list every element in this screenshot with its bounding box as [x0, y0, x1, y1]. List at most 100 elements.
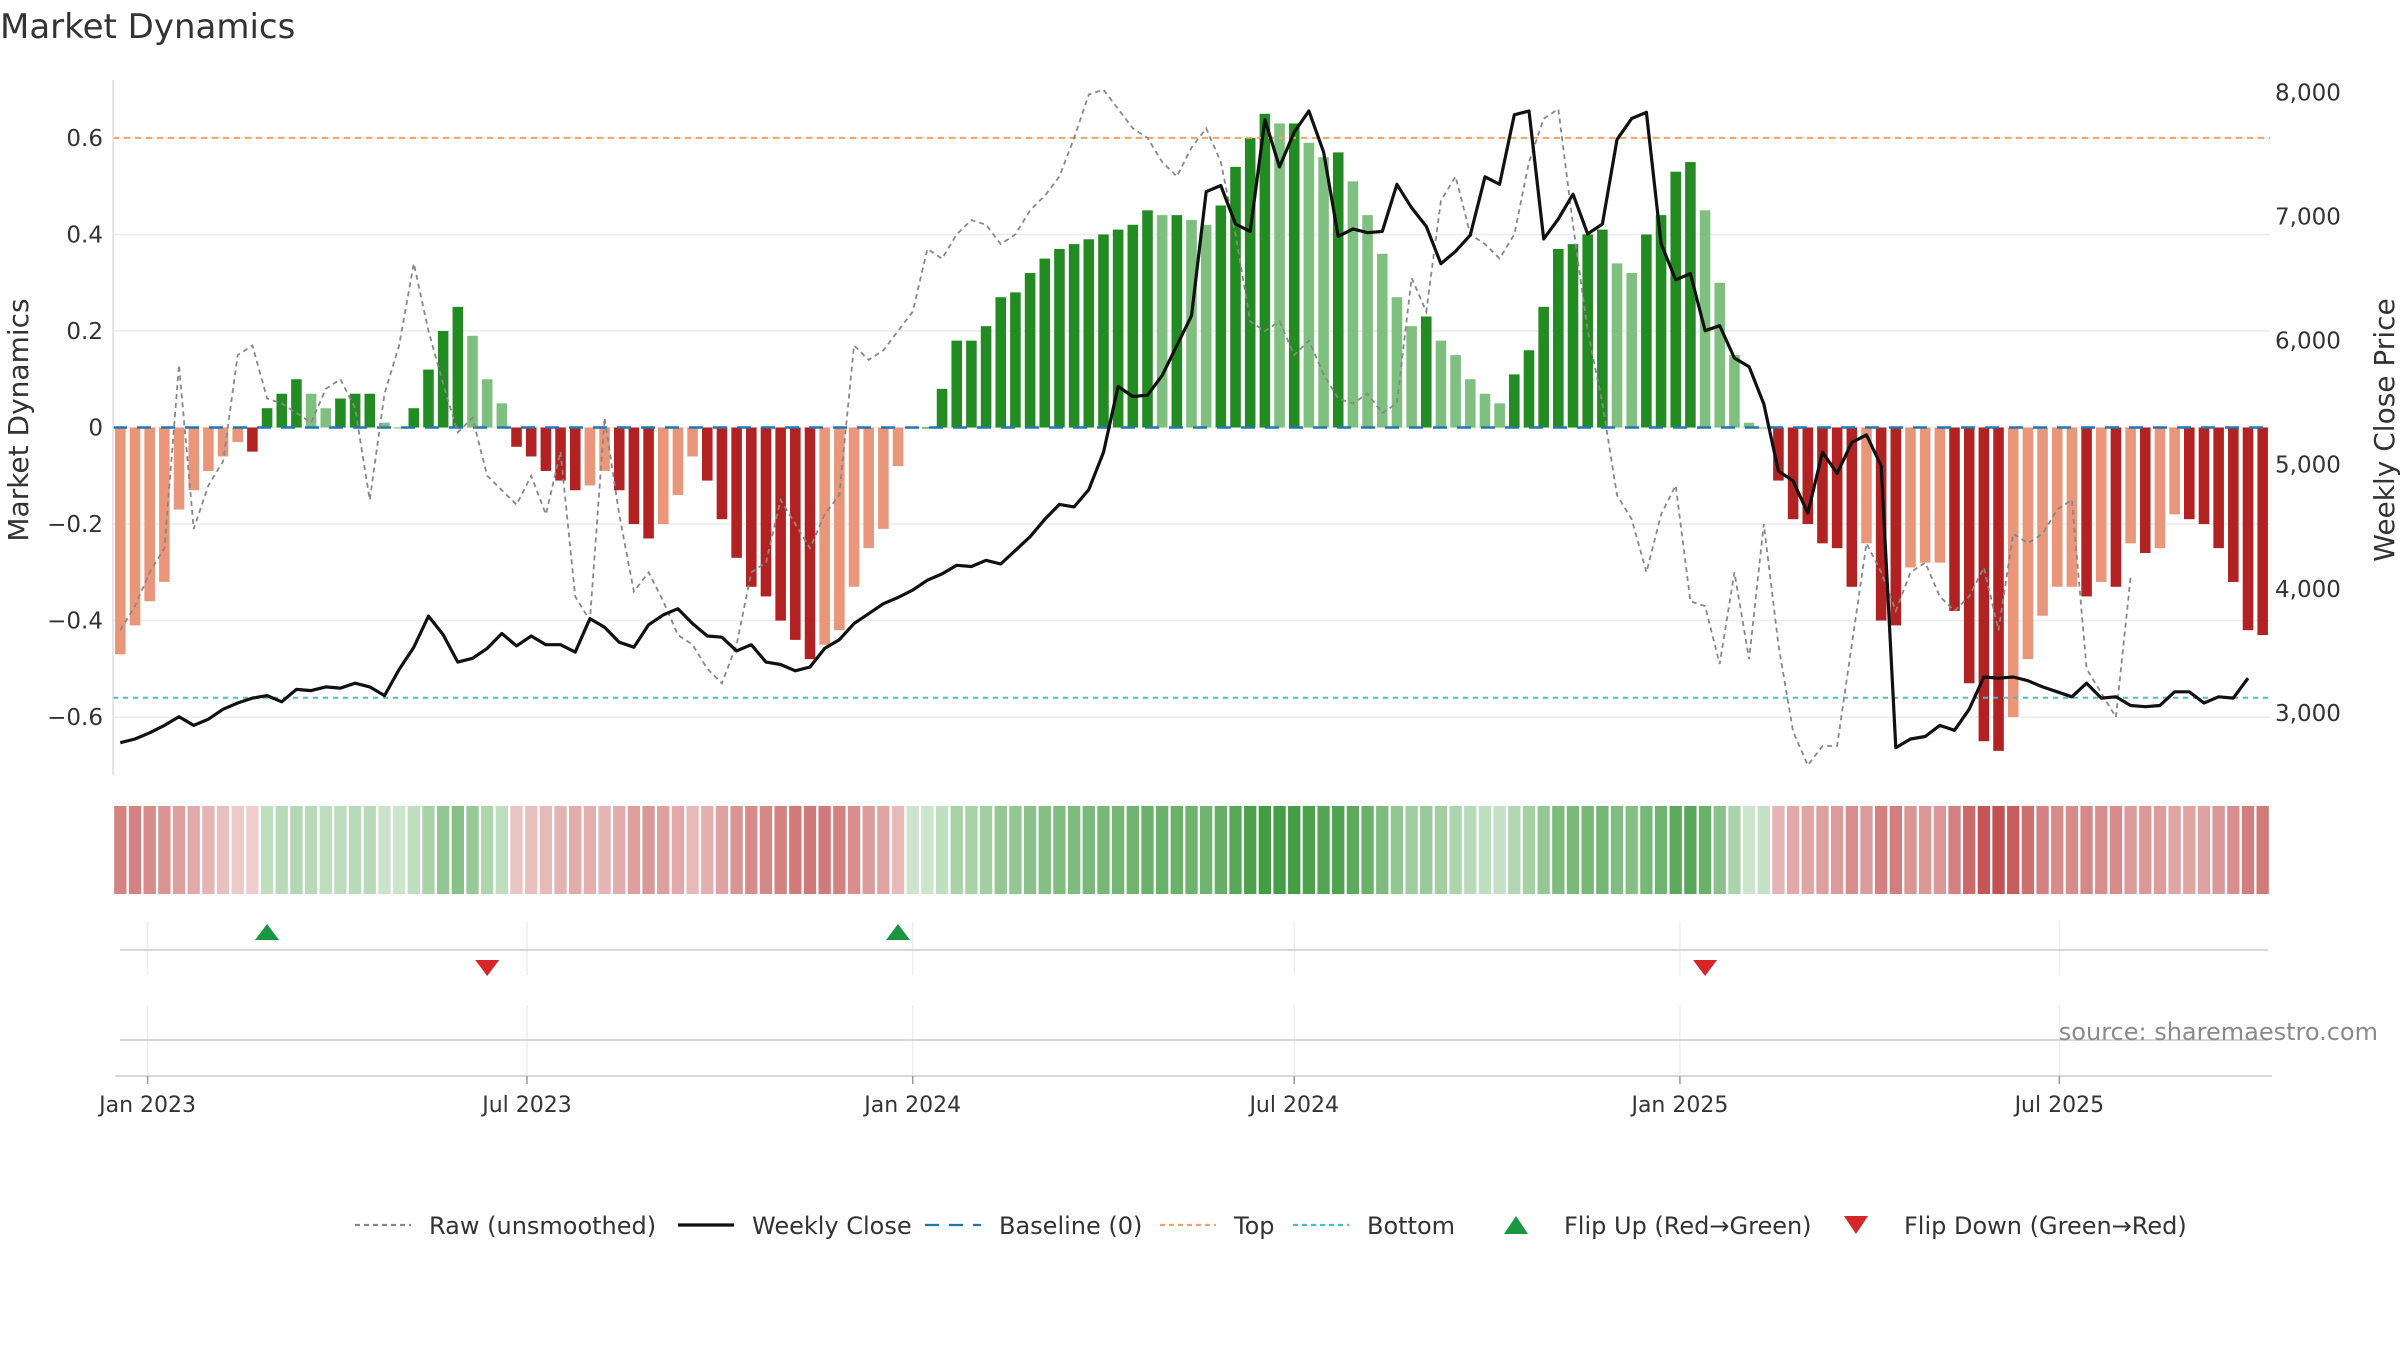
dynamics-bar [1509, 374, 1520, 428]
strength-band-cell [730, 806, 743, 894]
dynamics-bar [1993, 427, 2004, 751]
strength-band-cell [260, 806, 274, 894]
strength-band-cell [1200, 806, 1213, 894]
dynamics-bar [1567, 244, 1579, 428]
dynamics-bar [1156, 215, 1168, 428]
strength-band-cell [304, 806, 318, 894]
strength-band-cell [158, 806, 171, 894]
strength-band-cell [818, 806, 831, 894]
strength-band-cell [1816, 806, 1829, 894]
dynamics-bar [1362, 215, 1373, 428]
legend-item-bottom: Bottom [1293, 1212, 1455, 1240]
dynamics-bar [2066, 427, 2078, 587]
dynamics-bar [1670, 171, 1682, 428]
dynamics-bar [1905, 427, 1916, 568]
strength-band-cell [187, 806, 200, 894]
strength-band-cell [657, 806, 670, 894]
legend-item-flip_down: Flip Down (Green→Red) [1844, 1212, 2187, 1240]
dynamics-bar [437, 330, 449, 428]
dynamics-bar [878, 427, 889, 529]
strength-band-cell [1977, 806, 1991, 894]
strength-band-cell [1522, 806, 1536, 894]
dynamics-bar [731, 427, 742, 558]
close-line [119, 109, 2250, 750]
dynamics-bar [203, 427, 214, 471]
legend-label: Bottom [1367, 1212, 1455, 1240]
strength-band-strip [114, 806, 2269, 894]
dynamics-bar [569, 427, 581, 491]
strength-band-cell [891, 806, 905, 894]
raw-series [119, 88, 2132, 768]
strength-band-cell [906, 806, 919, 894]
strength-band-cell [2197, 806, 2211, 894]
dynamics-bar [129, 427, 141, 626]
strength-band-cell [686, 806, 699, 894]
dynamics-bar [2081, 427, 2092, 597]
dynamics-bar [672, 427, 684, 496]
strength-band-cell [2168, 806, 2181, 894]
strength-band-cell [1126, 806, 1139, 894]
strength-band-cell [1361, 806, 1374, 894]
y-left-tick-label: 0.2 [66, 319, 103, 345]
dynamics-bar [2169, 427, 2180, 515]
y-left-tick-label: −0.4 [47, 609, 103, 635]
dynamics-bar [613, 427, 625, 491]
dynamics-bar [966, 340, 977, 428]
y-left-tick-label: −0.6 [47, 705, 103, 731]
dynamics-bar [980, 326, 992, 428]
chart-title: Market Dynamics [0, 7, 295, 47]
flip-up-marker [886, 924, 911, 940]
dynamics-bar [511, 427, 522, 447]
strength-band-cell [554, 806, 567, 894]
dynamics-bar [144, 427, 155, 602]
strength-band-cell [378, 806, 391, 894]
dynamics-bar [599, 427, 610, 471]
reference-lines [113, 136, 2270, 699]
strength-band-cell [759, 806, 773, 894]
dynamics-bar [1538, 306, 1549, 428]
y-right-tick-label: 6,000 [2275, 329, 2341, 355]
dynamics-bar [760, 427, 772, 597]
strength-band-cell [1214, 806, 1228, 894]
strength-band-cell [128, 806, 142, 894]
dynamics-bar [1831, 427, 1843, 549]
dynamics-bar [2022, 427, 2034, 660]
strength-band-cell [965, 806, 978, 894]
dynamics-bar [1978, 427, 1990, 742]
dynamics-bar [1758, 427, 1770, 429]
strength-band-cell [1376, 806, 1389, 894]
strength-band-cell [1067, 806, 1081, 894]
legend-label: Flip Up (Red→Green) [1564, 1212, 1812, 1240]
strength-band-cell [1405, 806, 1418, 894]
dynamics-bar [481, 379, 493, 428]
legend-item-top: Top [1160, 1212, 1275, 1240]
strength-band-cell [1097, 806, 1110, 894]
strength-band-cell [1288, 806, 1301, 894]
dynamics-bar [349, 393, 361, 428]
y-right-tick-label: 4,000 [2275, 577, 2341, 603]
dynamics-bar [525, 427, 537, 457]
strength-band-cell [2036, 806, 2049, 894]
dynamics-bar [1391, 297, 1403, 428]
legend-item-close: Weekly Close [678, 1212, 912, 1240]
dynamics-bar [159, 427, 170, 582]
dynamics-bar [1318, 157, 1329, 428]
strength-band-cell [2212, 806, 2225, 894]
dynamics-bar [1010, 292, 1021, 428]
dynamics-bar [364, 393, 376, 428]
strength-band-cell [495, 806, 509, 894]
dynamics-bar [1200, 224, 1212, 428]
strength-band-cell [1258, 806, 1272, 894]
strength-band-cell [1757, 806, 1770, 894]
strength-band-cell [1904, 806, 1917, 894]
strength-band-cell [1610, 806, 1624, 894]
dynamics-bar [2051, 427, 2063, 587]
strength-band-cell [2007, 806, 2020, 894]
dynamics-bar [1846, 427, 1858, 587]
legend-label: Weekly Close [752, 1212, 912, 1240]
dynamics-bar [1479, 393, 1491, 428]
strength-band-cell [2256, 806, 2269, 894]
strength-band-cell [1948, 806, 1961, 894]
dynamics-bar [1919, 427, 1931, 563]
strength-band-cell [1625, 806, 1638, 894]
